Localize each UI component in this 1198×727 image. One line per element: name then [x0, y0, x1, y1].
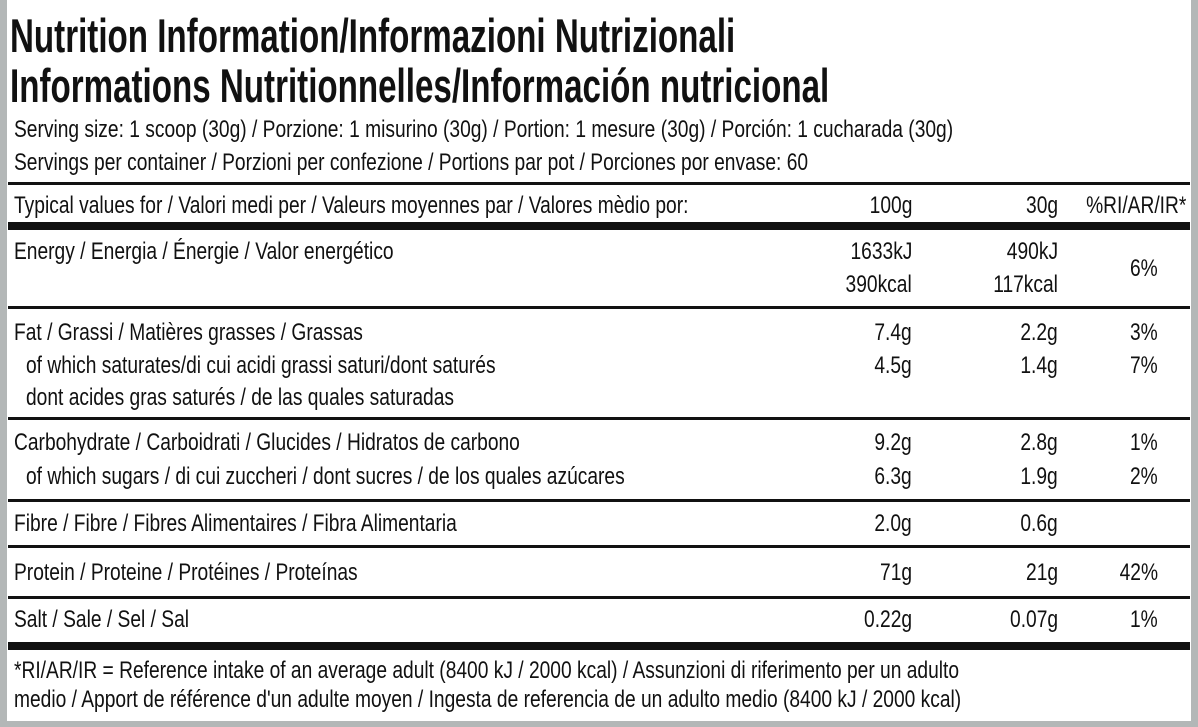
sugars-30g: 1.9g	[1020, 463, 1058, 490]
energy-100g-kcal: 390kcal	[845, 271, 912, 298]
header-label: Typical values for / Valori medi per / V…	[14, 192, 689, 219]
protein-100g: 71g	[879, 559, 912, 586]
divider	[8, 182, 1190, 185]
servings-per-container: Servings per container / Porzioni per co…	[14, 149, 809, 176]
fat-30g: 2.2g	[1020, 319, 1058, 346]
energy-100g-kj: 1633kJ	[850, 238, 912, 265]
fat-ri: 3%	[1130, 319, 1158, 346]
saturates-label: of which saturates/di cui acidi grassi s…	[26, 352, 496, 379]
energy-label: Energy / Energia / Énergie / Valor energ…	[14, 238, 394, 265]
energy-30g-kj: 490kJ	[1006, 238, 1058, 265]
divider	[8, 306, 1190, 309]
fat-label: Fat / Grassi / Matières grasses / Grassa…	[14, 319, 363, 346]
title-line-2: Informations Nutritionnelles/Información…	[10, 59, 830, 112]
saturates-30g: 1.4g	[1020, 352, 1058, 379]
saturates-label-2: dont acides gras saturés / de las quales…	[26, 384, 454, 411]
divider	[8, 545, 1190, 548]
sugars-label: of which sugars / di cui zuccheri / dont…	[26, 463, 625, 490]
divider	[8, 499, 1190, 502]
divider	[8, 417, 1190, 420]
header-ri: %RI/AR/IR*	[1085, 192, 1186, 219]
divider-thick	[8, 642, 1190, 650]
energy-30g-kcal: 117kcal	[993, 271, 1058, 298]
salt-ri: 1%	[1130, 606, 1158, 633]
header-30g: 30g	[1025, 192, 1058, 219]
fat-100g: 7.4g	[874, 319, 912, 346]
carbohydrate-30g: 2.8g	[1020, 429, 1058, 456]
title-line-1: Nutrition Information/Informazioni Nutri…	[10, 9, 736, 62]
carbohydrate-label: Carbohydrate / Carboidrati / Glucides / …	[14, 429, 520, 456]
carbohydrate-ri: 1%	[1130, 429, 1158, 456]
carbohydrate-100g: 9.2g	[874, 429, 912, 456]
fibre-label: Fibre / Fibre / Fibres Alimentaires / Fi…	[14, 510, 457, 537]
energy-ri: 6%	[1130, 255, 1158, 282]
serving-size: Serving size: 1 scoop (30g) / Porzione: …	[14, 116, 954, 143]
saturates-ri: 7%	[1130, 352, 1158, 379]
saturates-100g: 4.5g	[874, 352, 912, 379]
protein-label: Protein / Proteine / Protéines / Proteín…	[14, 559, 358, 586]
fibre-30g: 0.6g	[1020, 510, 1058, 537]
header-100g: 100g	[869, 192, 912, 219]
divider-thick	[8, 222, 1190, 230]
protein-ri: 42%	[1119, 559, 1158, 586]
divider	[8, 596, 1190, 599]
footnote-line-2: medio / Apport de référence d'un adulte …	[14, 686, 962, 713]
salt-30g: 0.07g	[1009, 606, 1058, 633]
protein-30g: 21g	[1025, 559, 1058, 586]
salt-label: Salt / Sale / Sel / Sal	[14, 606, 190, 633]
sugars-ri: 2%	[1130, 463, 1158, 490]
footnote-line-1: *RI/AR/IR = Reference intake of an avera…	[14, 657, 960, 684]
sugars-100g: 6.3g	[874, 463, 912, 490]
salt-100g: 0.22g	[863, 606, 912, 633]
fibre-100g: 2.0g	[874, 510, 912, 537]
